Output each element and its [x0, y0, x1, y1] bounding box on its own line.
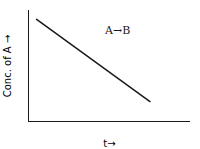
svg-text:A→B: A→B: [104, 24, 130, 37]
svg-text:t→: t→: [103, 138, 115, 149]
svg-text:Conc. of A →: Conc. of A →: [2, 35, 13, 98]
